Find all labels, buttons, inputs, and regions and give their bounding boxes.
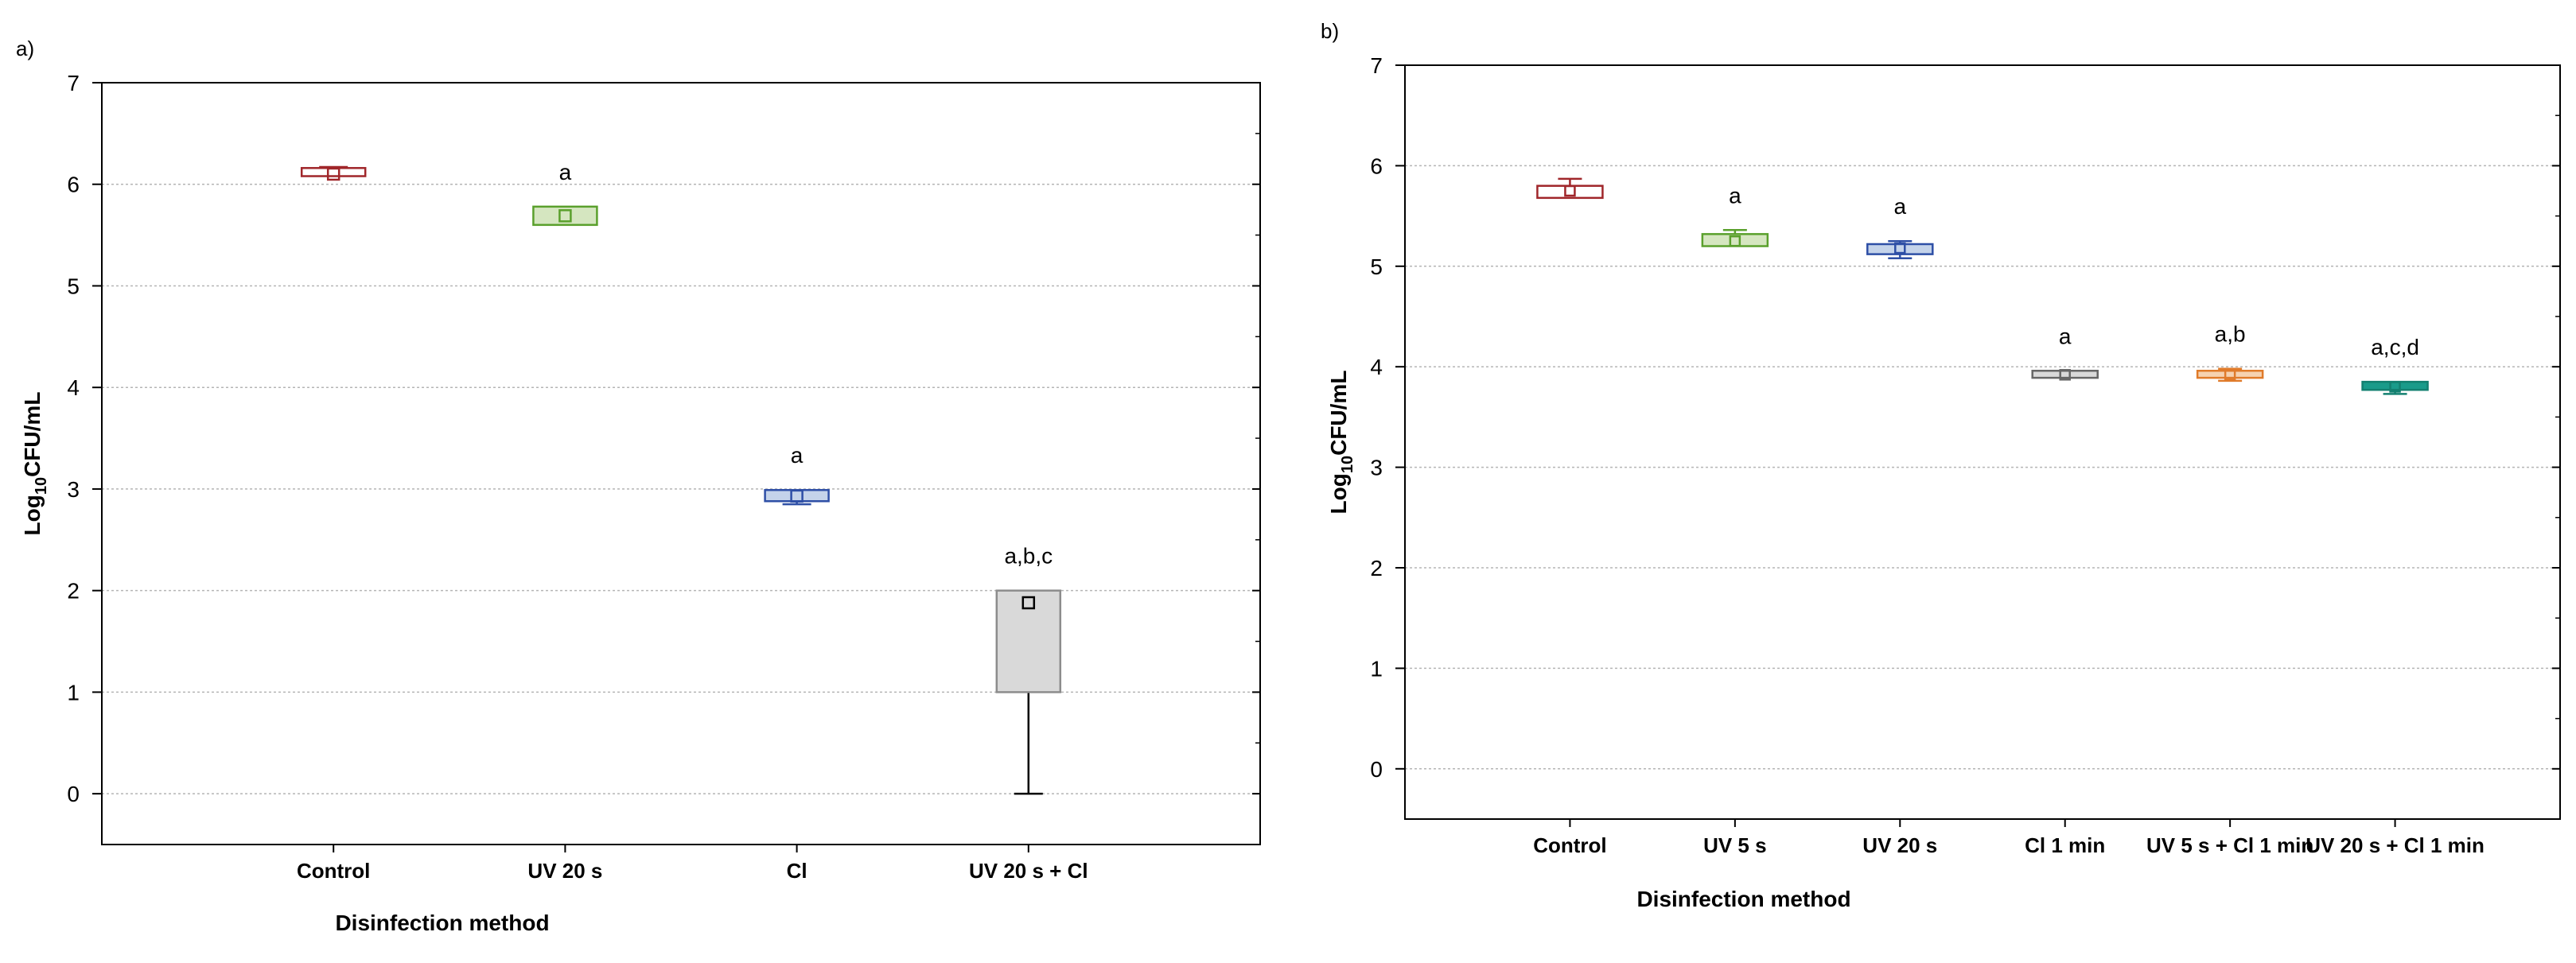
median-marker xyxy=(1729,235,1741,247)
box-6: a,c,d xyxy=(2361,335,2429,395)
x-category-label: Control xyxy=(1533,833,1606,857)
y-axis-title-sub: 10 xyxy=(33,477,50,495)
y-tick-label: 6 xyxy=(67,173,80,197)
y-tick-label: 4 xyxy=(67,375,80,400)
box-body xyxy=(764,488,830,503)
median-marker xyxy=(2224,369,2236,381)
plot-frame xyxy=(101,82,1261,845)
plot-frame xyxy=(1404,64,2561,820)
y-tick-label: 1 xyxy=(67,680,80,705)
box-1 xyxy=(300,165,367,181)
y-axis-title-sub: 10 xyxy=(1339,456,1356,473)
median-marker xyxy=(1564,184,1576,197)
significance-label: a xyxy=(559,160,572,184)
y-tick-label: 1 xyxy=(1370,656,1383,681)
median-marker xyxy=(2059,369,2071,381)
x-category-label: UV 5 s + Cl 1 min xyxy=(2146,833,2313,857)
y-tick-label: 7 xyxy=(67,71,80,95)
median-marker xyxy=(1021,596,1036,610)
y-tick-label: 4 xyxy=(1370,355,1383,379)
significance-label: a xyxy=(2059,324,2072,348)
y-axis-title: Log10CFU/mL xyxy=(20,392,50,536)
box-body xyxy=(995,589,1062,693)
x-category-label: UV 20 s xyxy=(527,859,602,883)
box-3: a xyxy=(1866,194,1934,259)
x-axis-title: Disinfection method xyxy=(1636,887,1850,911)
box-2: a xyxy=(532,160,598,227)
x-category-label: UV 20 s + Cl 1 min xyxy=(2306,833,2485,857)
x-category-label: Cl xyxy=(787,859,807,883)
x-category-label: UV 20 s + Cl xyxy=(969,859,1088,883)
box-4: a,b,c xyxy=(995,544,1062,795)
median-marker xyxy=(790,489,804,503)
significance-label: a,b,c xyxy=(1004,544,1053,569)
median-marker xyxy=(326,167,340,181)
box-5: a,b xyxy=(2196,322,2264,382)
y-tick-label: 3 xyxy=(1370,456,1383,480)
significance-label: a,c,d xyxy=(2371,335,2419,359)
y-tick-label: 2 xyxy=(67,579,80,604)
y-tick-label: 6 xyxy=(1370,153,1383,178)
y-tick-label: 3 xyxy=(67,477,80,502)
y-axis-title-base: Log xyxy=(20,495,45,535)
y-tick-label: 0 xyxy=(1370,757,1383,782)
x-category-label: UV 5 s xyxy=(1703,833,1767,857)
y-axis-title-rest: CFU/mL xyxy=(20,392,45,477)
y-axis-title-rest: CFU/mL xyxy=(1326,371,1351,456)
y-tick-label: 5 xyxy=(67,274,80,298)
significance-label: a xyxy=(1893,194,1906,219)
y-tick-label: 0 xyxy=(67,782,80,806)
panel-label: b) xyxy=(1321,19,1339,43)
box-2: a xyxy=(1701,183,1769,247)
y-tick-label: 7 xyxy=(1370,53,1383,78)
significance-label: a xyxy=(791,443,804,468)
median-marker xyxy=(1894,242,1906,254)
y-tick-label: 5 xyxy=(1370,254,1383,279)
chart-panel-1: a) 0 1 2 3 4 5 6 7 Control UV 20 s Cl UV 20 s + Cl a a… xyxy=(16,37,1261,935)
chart-panel-2: b) 0 1 2 3 4 5 6 7 Control UV 5 s UV 20 s Cl 1 min UV… xyxy=(1321,19,2561,911)
box-body xyxy=(2196,370,2264,379)
x-category-label: UV 20 s xyxy=(1862,833,1937,857)
median-marker xyxy=(558,209,572,223)
box-1 xyxy=(1536,177,1604,200)
x-axis-title: Disinfection method xyxy=(335,911,549,935)
box-4: a xyxy=(2031,324,2099,381)
significance-label: a xyxy=(1729,183,1741,208)
x-category-label: Control xyxy=(297,859,370,883)
box-body xyxy=(532,205,598,227)
panel-label: a) xyxy=(16,37,34,60)
box-body xyxy=(2031,370,2099,379)
y-axis-title-base: Log xyxy=(1326,473,1351,514)
x-category-label: Cl 1 min xyxy=(2025,833,2105,857)
box-3: a xyxy=(764,443,830,506)
median-marker xyxy=(2389,381,2401,393)
y-tick-label: 2 xyxy=(1370,556,1383,581)
y-axis-title: Log10CFU/mL xyxy=(1326,371,1356,515)
significance-label: a,b xyxy=(2215,322,2246,347)
